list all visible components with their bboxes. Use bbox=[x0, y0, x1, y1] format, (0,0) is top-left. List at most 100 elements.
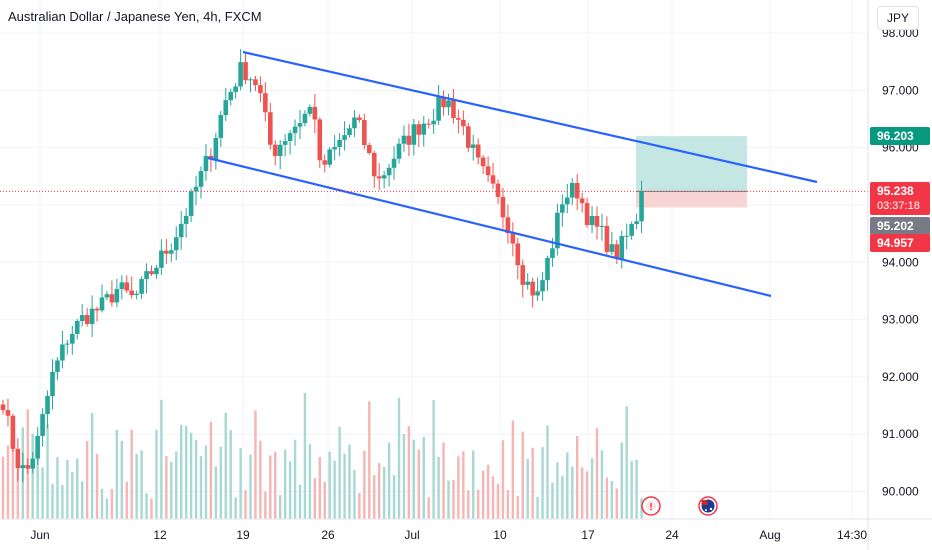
volume-bar bbox=[447, 480, 450, 519]
volume-bar bbox=[180, 424, 183, 519]
candle-body bbox=[79, 315, 85, 322]
last-price-tag-text: 95.238 bbox=[877, 184, 914, 198]
currency-button[interactable]: JPY bbox=[877, 6, 919, 30]
candle-body bbox=[40, 414, 45, 436]
volume-bar bbox=[194, 439, 198, 519]
candle-body bbox=[604, 225, 610, 252]
candle-body bbox=[371, 152, 377, 177]
volume-bar bbox=[323, 481, 326, 519]
candle-body bbox=[109, 294, 115, 303]
candle-body bbox=[639, 191, 644, 222]
candle-body bbox=[629, 224, 634, 236]
candle-body bbox=[99, 297, 105, 311]
candle-body bbox=[540, 280, 545, 292]
last-price-tag bbox=[870, 182, 930, 215]
candle-body bbox=[451, 100, 456, 119]
volume-bar bbox=[437, 456, 440, 519]
candle-body bbox=[322, 160, 328, 165]
channel-line-lower[interactable] bbox=[207, 156, 772, 298]
volume-bar bbox=[585, 471, 589, 519]
candle-body bbox=[391, 158, 397, 168]
time-axis[interactable]: Jun 12 19 26 Jul 10 17 24 Aug 14:30 bbox=[0, 518, 932, 542]
volume-bar bbox=[115, 429, 119, 519]
candle-body bbox=[302, 113, 308, 124]
economic-event-icon[interactable]: ! bbox=[641, 496, 661, 516]
volume-bar bbox=[204, 445, 208, 519]
candle-body bbox=[560, 204, 565, 213]
candle-body bbox=[144, 271, 149, 280]
candle-body bbox=[55, 360, 60, 372]
price-tick-label: 97.000 bbox=[882, 83, 919, 97]
time-tick-label: 12 bbox=[153, 528, 167, 542]
volume-bar bbox=[630, 461, 633, 519]
candle-body bbox=[520, 265, 526, 285]
candle-body bbox=[396, 143, 402, 159]
chart-title: Australian Dollar / Japanese Yen, 4h, FX… bbox=[8, 9, 262, 24]
volume-bar bbox=[1, 456, 5, 519]
candle-body bbox=[169, 250, 174, 254]
trend-channel[interactable] bbox=[207, 50, 818, 298]
volume-bar bbox=[279, 495, 282, 519]
volume-bar bbox=[224, 412, 227, 519]
price-tags: 96.203 95.238 03:37:18 95.202 94.957 bbox=[870, 127, 930, 252]
channel-line-upper[interactable] bbox=[242, 50, 818, 184]
candle-body bbox=[134, 293, 139, 296]
volume-bar bbox=[135, 453, 138, 519]
candle-body bbox=[50, 371, 55, 397]
candle-body bbox=[589, 216, 595, 226]
candle-body bbox=[60, 344, 65, 361]
volume-bar bbox=[234, 497, 237, 519]
volume-bar bbox=[496, 484, 500, 519]
candle-body bbox=[5, 410, 11, 416]
candle-body bbox=[0, 404, 6, 411]
chart-grid bbox=[0, 0, 868, 519]
candle-body bbox=[154, 267, 159, 275]
volume-bar bbox=[392, 475, 396, 519]
candle-body bbox=[248, 79, 253, 81]
volume-bar bbox=[318, 457, 321, 519]
volume-bar bbox=[219, 446, 222, 519]
candle-body bbox=[550, 248, 555, 258]
volume-bar bbox=[378, 463, 381, 519]
volume-bar bbox=[61, 484, 64, 519]
candle-body bbox=[233, 86, 238, 92]
price-axis-bg bbox=[868, 0, 932, 550]
stop-zone[interactable] bbox=[636, 191, 747, 208]
event-markers[interactable]: ! bbox=[641, 496, 718, 516]
volume-bar bbox=[501, 440, 505, 519]
candle-body bbox=[139, 279, 144, 294]
candle-body bbox=[119, 282, 125, 290]
candle-body bbox=[129, 290, 134, 296]
candle-body bbox=[386, 167, 392, 176]
australia-flag-icon[interactable] bbox=[698, 496, 718, 516]
volume-bar bbox=[110, 488, 114, 519]
volume-bar bbox=[269, 455, 272, 519]
volume-bar bbox=[160, 399, 163, 519]
volume-bar bbox=[184, 425, 188, 519]
price-axis[interactable]: 90.00091.00092.00093.00094.00095.00096.0… bbox=[867, 0, 932, 550]
candle-body bbox=[426, 123, 431, 125]
volume-bar bbox=[333, 460, 336, 519]
candle-body bbox=[213, 137, 219, 160]
volume-bar bbox=[615, 488, 618, 519]
grey-price-tag bbox=[870, 217, 930, 235]
candle-body bbox=[30, 458, 35, 469]
candle-body bbox=[84, 315, 90, 324]
candle-body bbox=[218, 115, 224, 138]
candle-body bbox=[223, 100, 229, 116]
time-tick-label: 17 bbox=[581, 528, 595, 542]
volume-bar bbox=[303, 392, 307, 519]
volume-bar bbox=[254, 410, 257, 519]
candle-body bbox=[421, 123, 427, 135]
candle-body bbox=[272, 144, 278, 156]
volume-bar bbox=[209, 421, 213, 519]
volume-bar bbox=[125, 481, 128, 519]
candle-body bbox=[480, 157, 486, 167]
volume-bar bbox=[343, 453, 346, 519]
candle-body bbox=[357, 117, 362, 120]
position-zones[interactable] bbox=[636, 136, 747, 208]
candle-body bbox=[525, 281, 530, 285]
volume-bar bbox=[313, 478, 317, 519]
candle-body bbox=[183, 215, 189, 224]
